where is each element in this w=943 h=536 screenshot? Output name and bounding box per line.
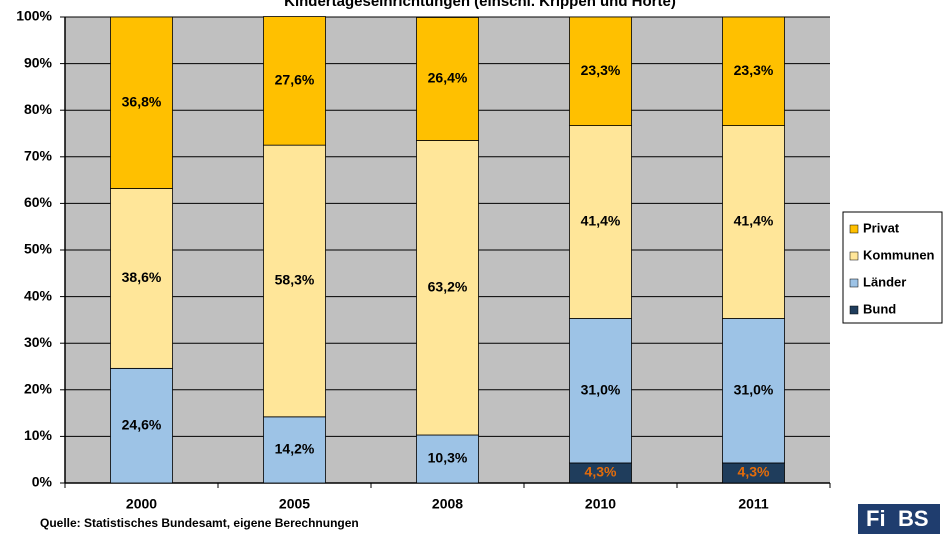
logo-text: Fi	[866, 506, 886, 531]
y-tick-label: 90%	[24, 54, 53, 70]
data-label: 58,3%	[275, 272, 315, 288]
legend-swatch	[849, 224, 859, 234]
y-tick-label: 60%	[24, 194, 53, 210]
bar-segment	[110, 16, 173, 189]
data-label: 36,8%	[122, 93, 162, 109]
data-label: 27,6%	[275, 72, 315, 88]
y-tick-label: 10%	[24, 427, 53, 443]
data-label: 23,3%	[734, 62, 774, 78]
bar-segment	[416, 140, 479, 436]
data-label: 41,4%	[581, 213, 621, 229]
x-tick-label: 2011	[738, 496, 769, 512]
x-tick-label: 2000	[126, 496, 157, 512]
bar-segment	[569, 125, 632, 319]
x-tick-label: 2010	[585, 496, 616, 512]
data-label: 63,2%	[428, 278, 468, 294]
legend-label: Privat	[863, 220, 900, 235]
bar-segment	[722, 16, 785, 126]
bar-segment	[263, 16, 326, 146]
data-label: 38,6%	[122, 269, 162, 285]
legend-label: Bund	[863, 301, 896, 316]
data-label: 41,4%	[734, 213, 774, 229]
logo-box	[858, 504, 940, 534]
bar-segment	[569, 318, 632, 464]
bar-segment	[416, 434, 479, 484]
y-tick-label: 70%	[24, 148, 53, 164]
data-label: 26,4%	[428, 70, 468, 86]
bar-segment	[416, 17, 479, 141]
y-tick-label: 100%	[16, 8, 52, 24]
legend-label: Kommunen	[863, 247, 935, 262]
bar-segment	[110, 188, 173, 369]
data-label: 10,3%	[428, 450, 468, 466]
x-tick-label: 2005	[279, 496, 310, 512]
bar-segment	[722, 318, 785, 464]
y-tick-label: 40%	[24, 287, 53, 303]
data-label: 31,0%	[734, 381, 774, 397]
y-tick-label: 80%	[24, 101, 53, 117]
legend-swatch	[849, 251, 859, 261]
bar-segment	[263, 144, 326, 418]
y-tick-label: 50%	[24, 241, 53, 257]
data-label: 24,6%	[122, 416, 162, 432]
bar-segment	[722, 125, 785, 319]
y-tick-label: 0%	[32, 474, 53, 490]
data-label: 4,3%	[585, 464, 617, 480]
source: Quelle: Statistisches Bundesamt, eigene …	[40, 516, 359, 530]
chart-title: Kindertageseinrichtungen (einschl. Kripp…	[284, 0, 676, 10]
data-label: 14,2%	[275, 441, 315, 457]
legend-swatch	[849, 305, 859, 315]
legend-label: Länder	[863, 274, 906, 289]
logo-text: BS	[898, 506, 929, 531]
data-label: 4,3%	[738, 464, 770, 480]
y-tick-label: 20%	[24, 381, 53, 397]
x-tick-label: 2008	[432, 496, 463, 512]
legend-box	[842, 211, 943, 324]
bar-segment	[569, 16, 632, 126]
data-label: 23,3%	[581, 62, 621, 78]
data-label: 31,0%	[581, 381, 621, 397]
y-tick-label: 30%	[24, 334, 53, 350]
legend-swatch	[849, 278, 859, 288]
bar-segment	[263, 416, 326, 484]
bar-segment	[110, 367, 173, 484]
